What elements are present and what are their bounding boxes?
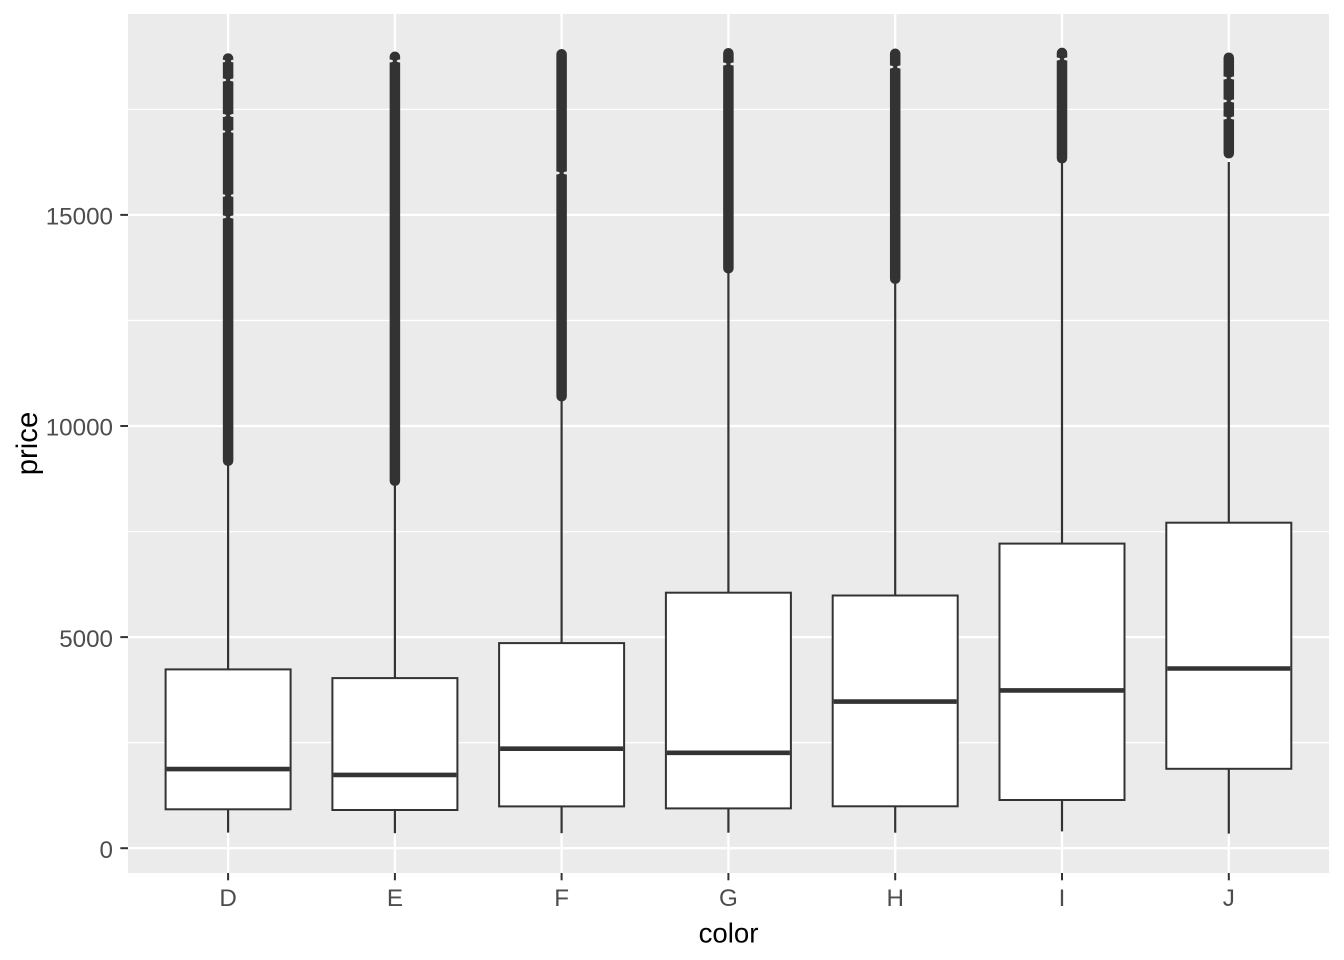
svg-text:5000: 5000 xyxy=(59,626,113,653)
svg-text:10000: 10000 xyxy=(46,415,113,442)
svg-text:0: 0 xyxy=(100,837,113,864)
svg-text:15000: 15000 xyxy=(46,204,113,231)
svg-text:F: F xyxy=(554,885,569,912)
svg-text:color: color xyxy=(699,918,759,949)
svg-text:E: E xyxy=(387,885,403,912)
svg-text:J: J xyxy=(1223,885,1235,912)
svg-text:G: G xyxy=(719,885,738,912)
svg-text:H: H xyxy=(886,885,903,912)
svg-text:price: price xyxy=(11,412,44,476)
svg-text:D: D xyxy=(219,885,236,912)
svg-text:I: I xyxy=(1059,885,1066,912)
